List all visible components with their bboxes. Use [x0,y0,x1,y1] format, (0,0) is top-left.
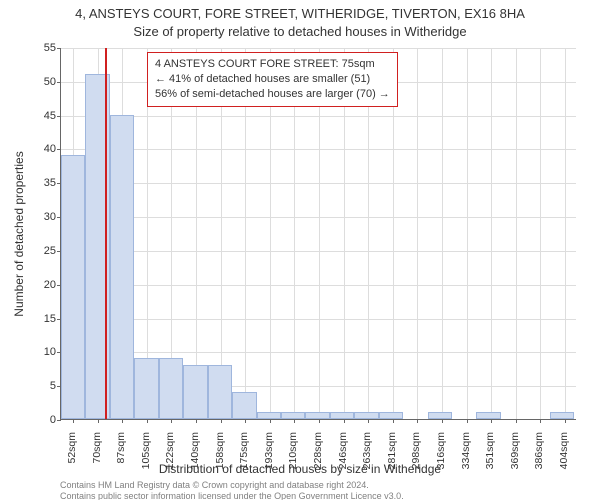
gridline-v [442,48,443,419]
chart-container: 4, ANSTEYS COURT, FORE STREET, WITHERIDG… [0,0,600,500]
y-tick-mark [57,48,61,49]
x-tick-label: 404sqm [558,432,570,482]
x-tick-label: 334sqm [460,432,472,482]
y-tick-label: 10 [26,346,56,358]
histogram-bar [379,412,403,419]
histogram-bar [232,392,256,419]
histogram-bar [305,412,329,419]
x-tick-label: 140sqm [189,432,201,482]
x-tick-mark [98,419,99,423]
histogram-bar [428,412,452,419]
histogram-bar [257,412,281,419]
y-tick-mark [57,420,61,421]
x-tick-label: 246sqm [337,432,349,482]
x-tick-label: 386sqm [533,432,545,482]
annotation-line2: ← 41% of detached houses are smaller (51… [155,72,390,87]
x-tick-mark [294,419,295,423]
histogram-bar [61,155,85,419]
x-tick-mark [270,419,271,423]
x-tick-label: 228sqm [312,432,324,482]
histogram-bar [330,412,354,419]
y-tick-mark [57,82,61,83]
x-tick-label: 105sqm [140,432,152,482]
histogram-bar [208,365,232,419]
plot-area: 4 ANSTEYS COURT FORE STREET: 75sqm ← 41%… [60,48,576,420]
x-tick-mark [393,419,394,423]
x-tick-label: 52sqm [66,432,78,482]
x-tick-mark [171,419,172,423]
gridline-v [516,48,517,419]
x-tick-mark [491,419,492,423]
x-tick-label: 175sqm [238,432,250,482]
x-tick-mark [122,419,123,423]
x-tick-label: 87sqm [115,432,127,482]
histogram-bar [354,412,378,419]
x-tick-label: 122sqm [164,432,176,482]
histogram-bar [550,412,574,419]
x-tick-label: 210sqm [287,432,299,482]
y-tick-label: 40 [26,143,56,155]
x-tick-label: 298sqm [410,432,422,482]
x-tick-mark [221,419,222,423]
y-tick-label: 15 [26,313,56,325]
x-tick-mark [245,419,246,423]
histogram-bar [134,358,158,419]
chart-subtitle: Size of property relative to detached ho… [0,24,600,39]
y-tick-mark [57,116,61,117]
x-tick-mark [73,419,74,423]
histogram-bar [476,412,500,419]
y-tick-label: 55 [26,42,56,54]
annotation-line1: 4 ANSTEYS COURT FORE STREET: 75sqm [155,57,390,72]
y-tick-label: 50 [26,76,56,88]
y-axis-label: Number of detached properties [12,151,26,316]
footer-copyright-2: Contains public sector information licen… [60,491,404,500]
gridline-v [565,48,566,419]
x-tick-mark [417,419,418,423]
x-tick-label: 193sqm [263,432,275,482]
x-tick-mark [196,419,197,423]
histogram-bar [281,412,305,419]
x-tick-mark [540,419,541,423]
gridline-v [491,48,492,419]
x-tick-mark [319,419,320,423]
annotation-box: 4 ANSTEYS COURT FORE STREET: 75sqm ← 41%… [147,52,398,107]
x-tick-label: 316sqm [435,432,447,482]
annotation-line3: 56% of semi-detached houses are larger (… [155,87,390,102]
y-tick-mark [57,149,61,150]
y-tick-label: 45 [26,110,56,122]
x-tick-mark [344,419,345,423]
y-tick-label: 5 [26,380,56,392]
chart-title: 4, ANSTEYS COURT, FORE STREET, WITHERIDG… [0,6,600,21]
histogram-bar [159,358,183,419]
gridline-v [467,48,468,419]
x-tick-label: 70sqm [91,432,103,482]
y-tick-label: 25 [26,245,56,257]
x-tick-mark [565,419,566,423]
x-tick-label: 351sqm [484,432,496,482]
x-tick-mark [147,419,148,423]
gridline-v [417,48,418,419]
x-tick-mark [368,419,369,423]
x-tick-mark [442,419,443,423]
reference-line [105,48,107,419]
x-tick-label: 281sqm [386,432,398,482]
x-tick-label: 158sqm [214,432,226,482]
gridline-v [540,48,541,419]
y-tick-label: 35 [26,177,56,189]
x-tick-label: 369sqm [509,432,521,482]
x-tick-label: 263sqm [361,432,373,482]
histogram-bar [183,365,207,419]
y-tick-label: 20 [26,279,56,291]
x-tick-mark [516,419,517,423]
x-tick-mark [467,419,468,423]
y-tick-label: 30 [26,211,56,223]
y-tick-label: 0 [26,414,56,426]
histogram-bar [110,115,134,419]
